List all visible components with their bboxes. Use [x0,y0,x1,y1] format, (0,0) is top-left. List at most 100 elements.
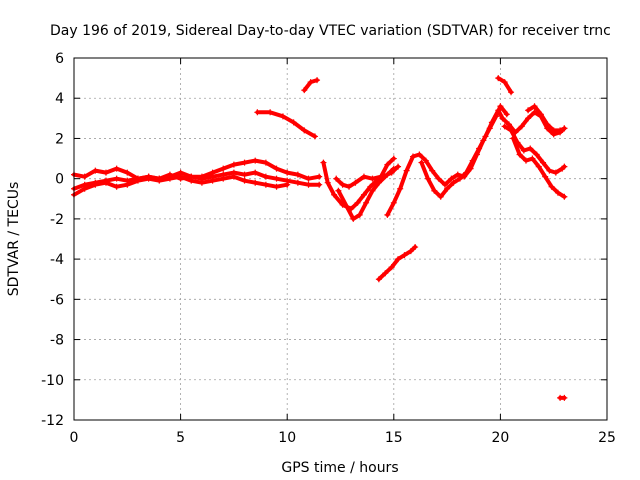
data-point [279,113,286,120]
series-track-5 [301,77,321,94]
data-point [395,256,402,263]
data-point [525,115,532,122]
data-point [305,175,312,182]
data-point [369,175,376,182]
data-point [354,199,361,206]
data-point [384,161,391,168]
data-point [113,183,120,190]
data-point [537,111,544,118]
series-track-17 [557,394,568,401]
data-point [527,145,534,152]
data-point [92,181,99,188]
x-axis-label: GPS time / hours [281,460,398,476]
data-point [273,165,280,172]
data-point [529,155,536,162]
data-point [384,171,391,178]
data-point [324,179,331,186]
series-trace [419,108,505,199]
data-point [384,211,391,218]
data-point [305,181,312,188]
y-tick-label: -12 [41,413,64,429]
data-point [177,173,184,180]
data-point [290,119,297,126]
data-point [262,181,269,188]
data-point [390,199,397,206]
data-point [561,125,568,132]
data-point [252,169,259,176]
data-point [561,163,568,170]
data-point [525,107,532,114]
data-point [314,77,321,84]
series-track-3 [71,173,291,198]
data-point [403,167,410,174]
data-point [456,175,463,182]
data-point [273,183,280,190]
data-point [497,103,504,110]
data-point [262,159,269,166]
data-point [220,165,227,172]
data-point [518,123,525,130]
data-point [262,173,269,180]
y-tick-label: -4 [50,252,64,268]
data-point [412,244,419,251]
data-point [516,151,523,158]
axis-ticks: 0 5 10 15 20 25 -12 -10 -8 -6 -4 -2 0 2 4 6 [41,51,616,446]
data-point [367,183,374,190]
data-point [343,203,350,210]
data-point [533,151,540,158]
data-point [375,276,382,283]
data-point [476,145,483,152]
data-point [495,75,502,82]
data-point [311,133,318,140]
x-tick-label: 5 [176,430,185,446]
data-point [508,127,515,134]
data-point [499,115,506,122]
data-point [352,179,359,186]
data-point [441,181,448,188]
series-track-9 [375,244,419,283]
data-point [134,177,141,184]
data-point [209,177,216,184]
data-point [273,175,280,182]
data-point [316,181,323,188]
data-point [124,181,131,188]
data-point [252,179,259,186]
data-point [510,135,517,142]
data-point [424,175,431,182]
data-point [540,159,547,166]
data-point [356,211,363,218]
data-point [346,183,353,190]
data-point [416,151,423,158]
data-point [294,171,301,178]
series-track-16 [525,103,568,134]
data-point [360,191,367,198]
data-point [407,248,414,255]
data-point [535,163,542,170]
data-point [495,107,502,114]
data-point [520,147,527,154]
data-point [375,179,382,186]
y-tick-label: -8 [50,333,64,349]
data-point [488,119,495,126]
y-tick-label: -6 [50,292,64,308]
x-tick-label: 10 [278,430,296,446]
grid-lines [74,58,607,420]
data-point [124,169,131,176]
x-tick-label: 25 [598,430,616,446]
data-point [431,187,438,194]
data-point [522,157,529,164]
data-point [561,394,568,401]
data-point [316,173,323,180]
data-point [397,185,404,192]
data-point [454,171,461,178]
data-point [422,157,429,164]
data-point [331,191,338,198]
data-point [390,165,397,172]
data-point [102,179,109,186]
y-tick-label: 6 [55,51,64,67]
data-point [284,181,291,188]
plot-frame [73,57,608,421]
data-point [463,169,470,176]
data-point [230,161,237,168]
